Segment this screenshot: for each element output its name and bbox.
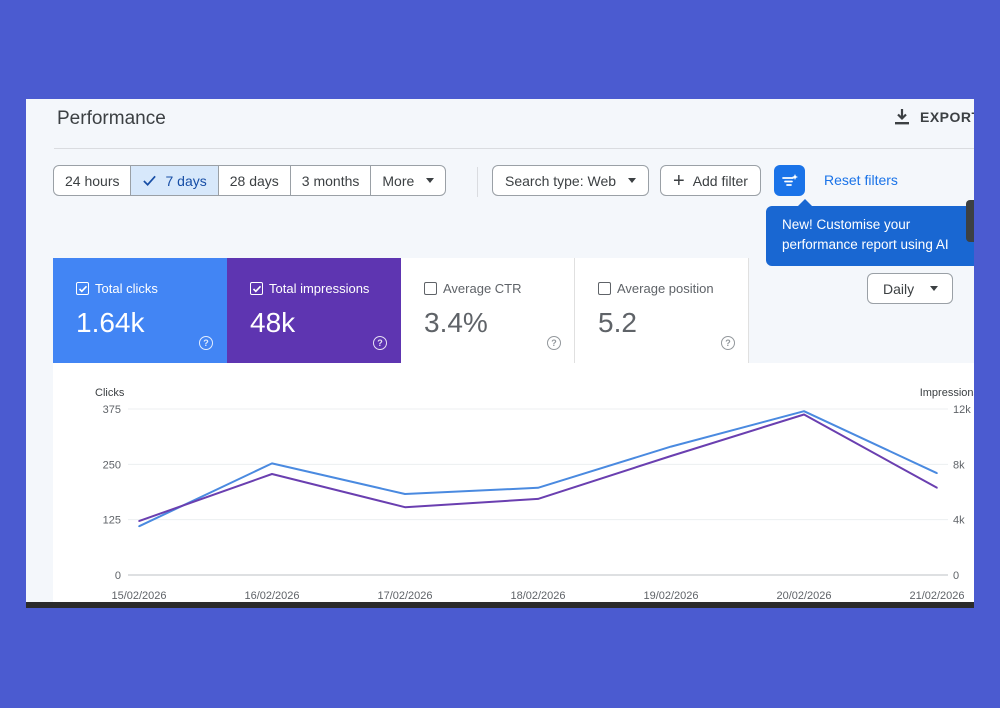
performance-chart: 0 0 125 4k 250 8k 375 12k Clicks Impressions 15/02… [53,363,974,606]
help-icon[interactable]: ? [547,336,561,350]
checkbox-checked-icon[interactable] [76,282,89,295]
left-tick-label: 0 [115,570,121,582]
metric-label: Total impressions [269,281,370,296]
left-tick-label: 125 [103,515,121,527]
plus-icon: + [673,169,685,192]
x-tick-label: 15/02/2026 [111,590,166,602]
header-divider [54,148,974,149]
right-axis-label: Impressions [920,387,974,399]
data-point-impressions [404,506,406,509]
metric-label: Average CTR [443,281,522,296]
range-7-days[interactable]: 7 days [131,166,219,195]
left-axis-label: Clicks [95,387,125,399]
help-icon[interactable]: ? [373,336,387,350]
ai-feature-tooltip[interactable]: New! Customise your performance report u… [766,199,974,266]
checkbox-unchecked-icon[interactable] [598,282,611,295]
x-tick-label: 19/02/2026 [643,590,698,602]
data-point-clicks [803,410,805,413]
bottom-bar [26,602,974,608]
x-tick-label: 18/02/2026 [510,590,565,602]
checkbox-unchecked-icon[interactable] [424,282,437,295]
check-icon [143,175,157,186]
right-tick-label: 4k [953,515,965,527]
data-point-clicks [537,486,539,489]
metric-card-total-impressions[interactable]: Total impressions 48k ? [227,258,401,363]
help-icon[interactable]: ? [199,336,213,350]
metric-card-total-clicks[interactable]: Total clicks 1.64k ? [53,258,227,363]
tooltip-line-2: performance report using AI [782,237,949,252]
metric-value: 1.64k [76,307,145,338]
checkbox-checked-icon[interactable] [250,282,263,295]
search-type-dropdown[interactable]: Search type: Web [492,165,650,196]
data-point-impressions [138,520,140,522]
metric-label: Average position [617,281,714,296]
tooltip-line-1: New! Customise your [782,217,911,232]
x-tick-label: 20/02/2026 [776,590,831,602]
metric-value: 3.4% [424,307,488,338]
left-tick-label: 375 [103,404,121,416]
metric-card-average-ctr[interactable]: Average CTR 3.4% ? [401,258,575,363]
right-tick-label: 12k [953,404,971,416]
filter-sparkle-icon [781,173,798,186]
ai-filter-button[interactable] [774,165,805,196]
export-label: EXPORT [920,109,974,125]
help-icon[interactable]: ? [721,336,735,350]
chart-svg: 0 0 125 4k 250 8k 375 12k Clicks Impressions 15/02… [95,387,974,602]
add-filter-button[interactable]: + Add filter [660,165,761,196]
range-28-days[interactable]: 28 days [219,166,291,195]
toolbar-separator [477,167,478,197]
chevron-down-icon [628,178,637,183]
series-line-impressions [138,413,938,523]
data-point-clicks [936,472,938,474]
data-point-clicks [271,462,273,465]
granularity-dropdown[interactable]: Daily [867,273,953,304]
data-point-impressions [803,413,805,416]
chevron-down-icon [426,178,435,183]
right-tick-label: 8k [953,459,965,471]
data-point-clicks [138,525,140,528]
x-tick-label: 16/02/2026 [244,590,299,602]
side-handle [966,200,974,242]
metric-card-average-position[interactable]: Average position 5.2 ? [575,258,749,363]
series-line-clicks [138,410,938,528]
data-point-impressions [537,498,539,500]
data-point-impressions [271,473,273,475]
metric-label: Total clicks [95,281,158,296]
performance-panel: Performance EXPORT 24 hours 7 days 28 da… [26,99,974,606]
data-point-clicks [404,493,406,495]
left-tick-label: 250 [103,459,121,471]
data-point-impressions [936,487,938,489]
x-tick-label: 21/02/2026 [909,590,964,602]
range-more-dropdown[interactable]: More [371,166,445,195]
date-range-selector: 24 hours 7 days 28 days 3 months More [53,165,447,196]
download-icon [895,109,909,125]
reset-filters-link[interactable]: Reset filters [824,172,898,188]
chevron-down-icon [930,286,939,291]
data-point-clicks [670,445,672,448]
metric-cards: Total clicks 1.64k ? Total impressions 4… [53,258,749,363]
data-point-impressions [670,455,672,457]
right-tick-label: 0 [953,570,959,582]
metric-value: 5.2 [598,307,637,338]
range-3-months[interactable]: 3 months [291,166,372,195]
page-title: Performance [57,108,166,129]
export-button[interactable]: EXPORT [892,107,974,127]
x-tick-label: 17/02/2026 [377,590,432,602]
metric-value: 48k [250,307,296,338]
range-24-hours[interactable]: 24 hours [54,166,132,195]
